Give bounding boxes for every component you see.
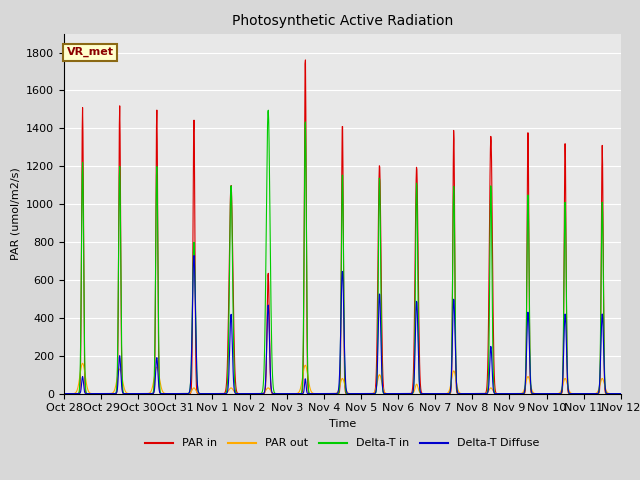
Text: VR_met: VR_met — [67, 47, 114, 58]
Y-axis label: PAR (umol/m2/s): PAR (umol/m2/s) — [11, 167, 20, 260]
Legend: PAR in, PAR out, Delta-T in, Delta-T Diffuse: PAR in, PAR out, Delta-T in, Delta-T Dif… — [141, 434, 544, 453]
X-axis label: Time: Time — [329, 419, 356, 429]
Title: Photosynthetic Active Radiation: Photosynthetic Active Radiation — [232, 14, 453, 28]
